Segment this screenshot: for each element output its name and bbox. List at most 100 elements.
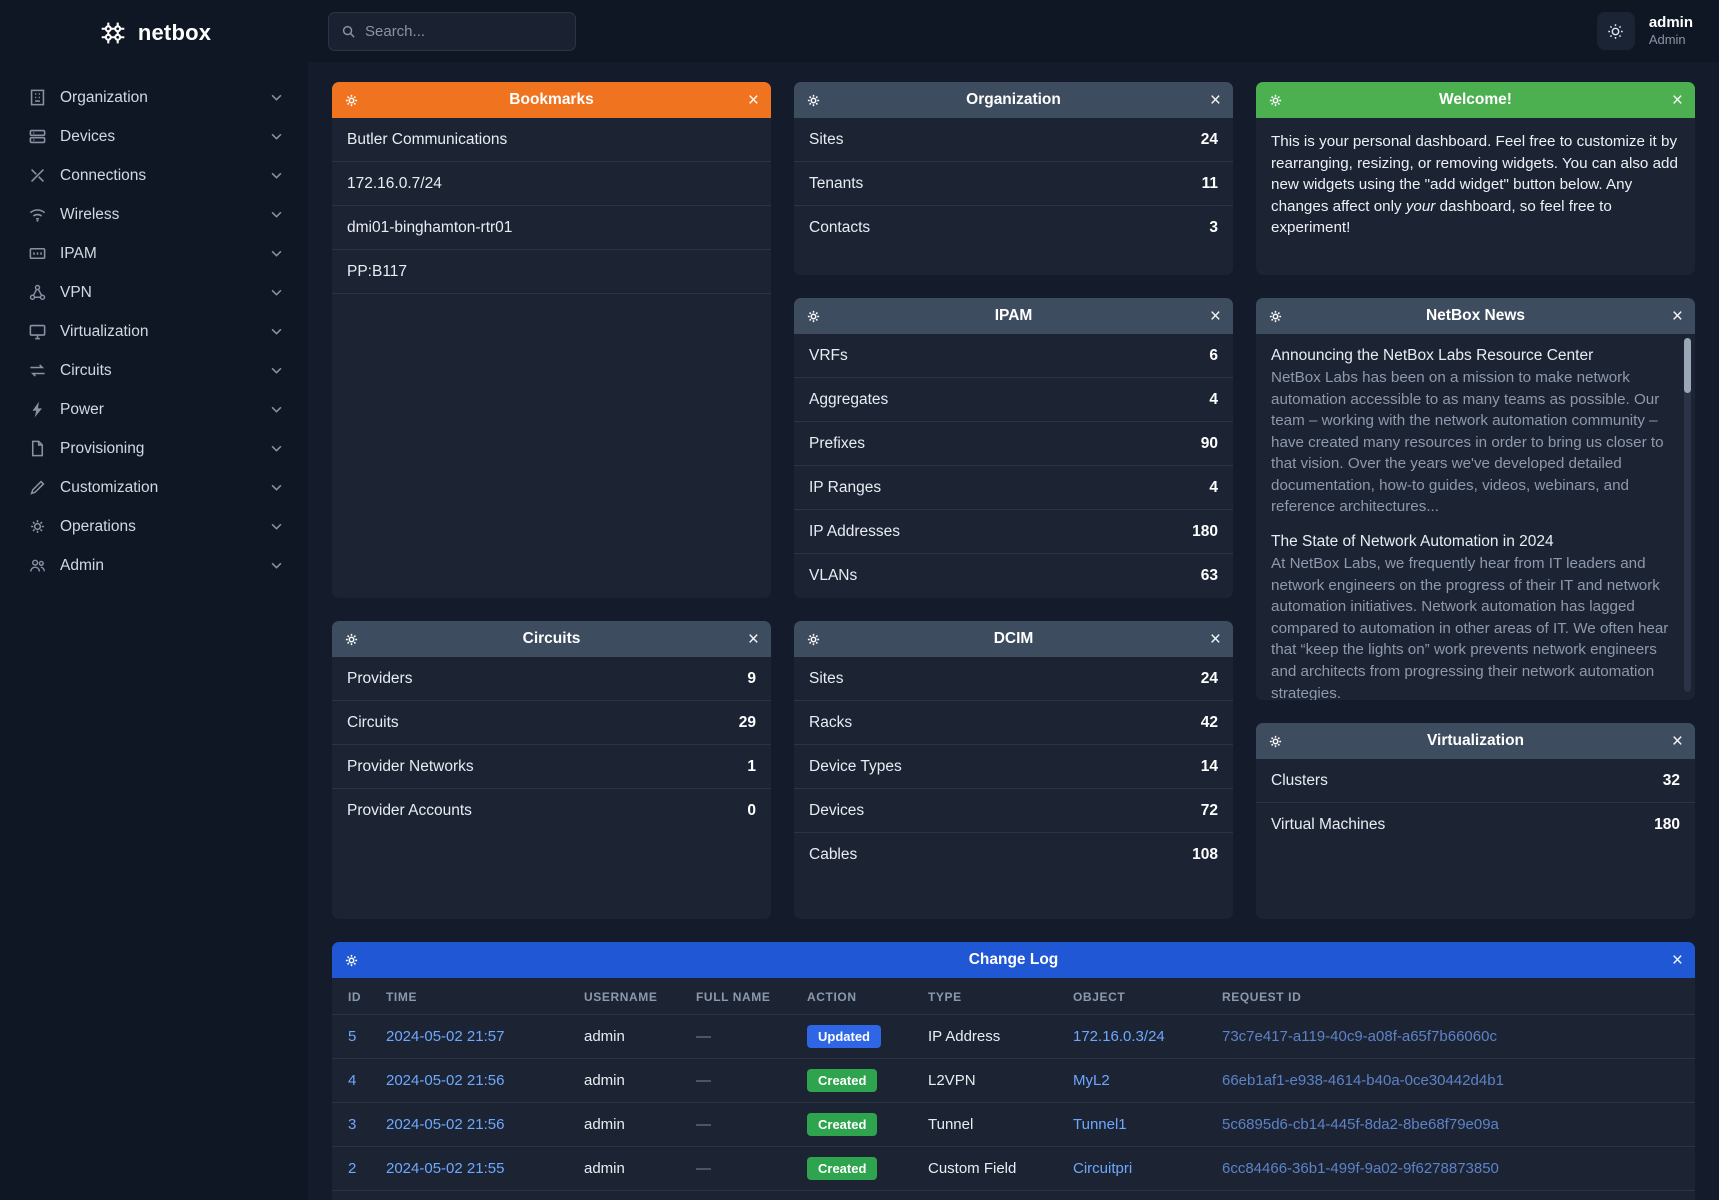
widget-close-icon[interactable]: × [747,89,759,111]
change-id-link[interactable]: 5 [348,1028,357,1045]
stat-row[interactable]: Clusters 32 [1256,759,1695,803]
widget-close-icon[interactable]: × [747,628,759,650]
sidebar-item-vpn[interactable]: VPN [0,273,308,312]
request-id-link[interactable]: 5c6895d6-cb14-445f-8da2-8be68f79e09a [1222,1116,1499,1133]
request-id-link[interactable]: 73c7e417-a119-40c9-a08f-a65f7b66060c [1222,1028,1497,1045]
stat-row[interactable]: Cables 108 [794,833,1233,877]
widget-config-gear-icon[interactable] [344,953,359,968]
ip-grid-icon [29,247,46,260]
stat-row[interactable]: Devices 72 [794,789,1233,833]
widget-config-gear-icon[interactable] [344,93,359,108]
chevron-down-icon [271,328,282,335]
stat-row[interactable]: Providers 9 [332,657,771,701]
change-object-link[interactable]: 172.16.0.3/24 [1073,1028,1165,1045]
stat-row[interactable]: Tenants 11 [794,162,1233,206]
bookmark-item[interactable]: PP:B117 [332,250,771,294]
change-id-link[interactable]: 4 [348,1072,357,1089]
sidebar-item-devices[interactable]: Devices [0,117,308,156]
widget-close-icon[interactable]: × [1209,305,1221,327]
sidebar-item-customization[interactable]: Customization [0,468,308,507]
stat-row[interactable]: Prefixes 90 [794,422,1233,466]
widget-config-gear-icon[interactable] [1268,309,1283,324]
netbox-logo-icon [101,22,125,44]
stat-row[interactable]: Circuits 29 [332,701,771,745]
bookmark-item[interactable]: 172.16.0.7/24 [332,162,771,206]
stat-label: Circuits [347,713,399,731]
widget-config-gear-icon[interactable] [1268,734,1283,749]
stat-row[interactable]: Racks 42 [794,701,1233,745]
sidebar-item-circuits[interactable]: Circuits [0,351,308,390]
change-id-link[interactable]: 2 [348,1160,357,1177]
change-time-link[interactable]: 2024-05-02 21:55 [386,1160,505,1177]
sidebar-item-label: Wireless [60,205,120,223]
news-scrollbar-thumb[interactable] [1684,338,1691,393]
table-row: 4 2024-05-02 21:56 admin — Created L2VPN… [332,1058,1695,1103]
sidebar-item-admin[interactable]: Admin [0,546,308,585]
widget-close-icon[interactable]: × [1209,628,1221,650]
sidebar-item-provisioning[interactable]: Provisioning [0,429,308,468]
widget-close-icon[interactable]: × [1671,949,1683,971]
widget-config-gear-icon[interactable] [806,93,821,108]
widget-config-gear-icon[interactable] [806,632,821,647]
bookmark-label: Butler Communications [347,130,508,148]
change-username: admin [572,1146,684,1191]
widget-close-icon[interactable]: × [1671,730,1683,752]
widget-config-gear-icon[interactable] [806,309,821,324]
change-time-link[interactable]: 2024-05-02 21:57 [386,1028,505,1045]
sidebar-item-virtualization[interactable]: Virtualization [0,312,308,351]
widget-close-icon[interactable]: × [1671,89,1683,111]
stat-row[interactable]: Virtual Machines 180 [1256,803,1695,847]
stat-label: Contacts [809,219,871,236]
gear-icon [31,520,44,533]
widget-welcome: Welcome! × This is your personal dashboa… [1256,82,1695,275]
widget-close-icon[interactable]: × [1671,305,1683,327]
stat-row[interactable]: Provider Networks 1 [332,745,771,789]
sidebar-item-wireless[interactable]: Wireless [0,195,308,234]
change-time-link[interactable]: 2024-05-02 21:56 [386,1072,505,1089]
change-object-link[interactable]: MyL2 [1073,1072,1110,1089]
widget-bookmarks-header: Bookmarks × [332,82,771,118]
widget-title: Organization [966,91,1061,108]
stat-row[interactable]: IP Ranges 4 [794,466,1233,510]
change-object-link[interactable]: Circuitpri [1073,1160,1133,1177]
search-input[interactable] [365,22,545,40]
stat-row[interactable]: VLANs 63 [794,554,1233,598]
change-object-link[interactable]: Tunnel1 [1073,1116,1127,1133]
news-article[interactable]: The State of Network Automation in 2024 … [1271,533,1671,700]
sidebar-item-organization[interactable]: Organization [0,78,308,117]
bookmark-item[interactable]: Butler Communications [332,118,771,162]
welcome-text-italic: your [1405,197,1436,215]
sidebar-item-label: Operations [60,517,136,535]
search-box[interactable] [328,11,576,51]
stat-row[interactable]: Provider Accounts 0 [332,789,771,833]
stat-row[interactable]: VRFs 6 [794,334,1233,378]
stat-row[interactable]: IP Addresses 180 [794,510,1233,554]
sidebar-item-ipam[interactable]: IPAM [0,234,308,273]
netbox-logo[interactable]: netbox [0,0,308,66]
stat-row[interactable]: Sites 24 [794,657,1233,701]
bookmark-item[interactable]: dmi01-binghamton-rtr01 [332,206,771,250]
change-type: L2VPN [916,1058,1061,1103]
theme-sun-icon [1608,23,1624,39]
news-article[interactable]: Announcing the NetBox Labs Resource Cent… [1271,347,1671,518]
widget-close-icon[interactable]: × [1209,89,1221,111]
sidebar-item-connections[interactable]: Connections [0,156,308,195]
user-menu[interactable]: admin Admin [1649,14,1693,48]
news-scrollbar-track[interactable] [1684,338,1691,692]
widget-config-gear-icon[interactable] [1268,93,1283,108]
sidebar-item-power[interactable]: Power [0,390,308,429]
widget-config-gear-icon[interactable] [344,632,359,647]
request-id-link[interactable]: 66eb1af1-e938-4614-b40a-0ce30442d4b1 [1222,1072,1504,1089]
news-text: At NetBox Labs, we frequently hear from … [1271,555,1669,700]
change-time-link[interactable]: 2024-05-02 21:56 [386,1116,505,1133]
stat-row[interactable]: Aggregates 4 [794,378,1233,422]
stat-row[interactable]: Device Types 14 [794,745,1233,789]
change-id-link[interactable]: 3 [348,1116,357,1133]
stat-row[interactable]: Sites 24 [794,118,1233,162]
column-header-id: ID [348,990,362,1004]
request-id-link[interactable]: 6cc84466-36b1-499f-9a02-9f6278873850 [1222,1160,1499,1177]
sidebar-item-operations[interactable]: Operations [0,507,308,546]
stat-row[interactable]: Contacts 3 [794,206,1233,250]
widget-welcome-header: Welcome! × [1256,82,1695,118]
theme-toggle-button[interactable] [1596,12,1635,50]
